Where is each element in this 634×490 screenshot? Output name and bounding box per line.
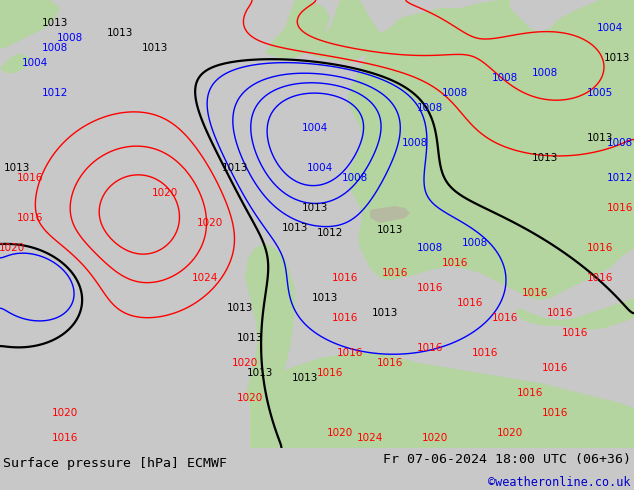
Polygon shape bbox=[265, 0, 330, 58]
Polygon shape bbox=[370, 208, 398, 253]
Text: Surface pressure [hPa] ECMWF: Surface pressure [hPa] ECMWF bbox=[3, 458, 227, 470]
Text: 1016: 1016 bbox=[547, 308, 573, 318]
Text: 1016: 1016 bbox=[492, 313, 518, 323]
Text: 1024: 1024 bbox=[192, 273, 218, 283]
Text: 1013: 1013 bbox=[142, 43, 168, 53]
Text: 1013: 1013 bbox=[4, 163, 30, 173]
Text: 1016: 1016 bbox=[52, 433, 78, 443]
Text: 1016: 1016 bbox=[542, 363, 568, 373]
Text: 1004: 1004 bbox=[302, 123, 328, 133]
Polygon shape bbox=[348, 0, 634, 300]
Text: 1004: 1004 bbox=[597, 23, 623, 33]
Polygon shape bbox=[370, 206, 410, 223]
Polygon shape bbox=[245, 243, 295, 408]
Text: Fr 07-06-2024 18:00 UTC (06+36): Fr 07-06-2024 18:00 UTC (06+36) bbox=[383, 453, 631, 466]
Text: 1012: 1012 bbox=[317, 228, 343, 238]
Text: 1020: 1020 bbox=[197, 218, 223, 228]
Text: 1005: 1005 bbox=[587, 88, 613, 98]
Text: 1016: 1016 bbox=[377, 358, 403, 368]
Text: 1016: 1016 bbox=[522, 288, 548, 298]
Text: 1008: 1008 bbox=[442, 88, 468, 98]
Text: 1016: 1016 bbox=[587, 243, 613, 253]
Text: 1008: 1008 bbox=[342, 173, 368, 183]
Text: 1013: 1013 bbox=[237, 333, 263, 343]
Text: 1016: 1016 bbox=[417, 283, 443, 293]
Text: 1020: 1020 bbox=[0, 243, 25, 253]
Text: 1013: 1013 bbox=[247, 368, 273, 378]
Text: 1016: 1016 bbox=[17, 213, 43, 223]
Polygon shape bbox=[305, 0, 380, 63]
Text: 1008: 1008 bbox=[402, 138, 428, 148]
Text: 1013: 1013 bbox=[532, 153, 558, 163]
Text: 1016: 1016 bbox=[417, 343, 443, 353]
Text: 1008: 1008 bbox=[462, 238, 488, 248]
Text: 1016: 1016 bbox=[332, 313, 358, 323]
Text: 1020: 1020 bbox=[232, 358, 258, 368]
Text: 1013: 1013 bbox=[372, 308, 398, 318]
Text: 1024: 1024 bbox=[357, 433, 383, 443]
Text: 1016: 1016 bbox=[317, 368, 343, 378]
Text: 1020: 1020 bbox=[327, 428, 353, 438]
Text: 1008: 1008 bbox=[607, 138, 633, 148]
Text: 1016: 1016 bbox=[517, 388, 543, 398]
Text: 1016: 1016 bbox=[457, 298, 483, 308]
Text: 1008: 1008 bbox=[417, 103, 443, 113]
Text: 1012: 1012 bbox=[607, 173, 633, 183]
Text: 1008: 1008 bbox=[42, 43, 68, 53]
Text: 1008: 1008 bbox=[417, 243, 443, 253]
Polygon shape bbox=[0, 0, 60, 48]
Text: 1020: 1020 bbox=[237, 393, 263, 403]
Text: 1013: 1013 bbox=[587, 133, 613, 143]
Text: 1013: 1013 bbox=[302, 203, 328, 213]
Text: 1013: 1013 bbox=[604, 53, 630, 63]
Text: 1020: 1020 bbox=[422, 433, 448, 443]
Polygon shape bbox=[515, 298, 634, 330]
Text: 1013: 1013 bbox=[227, 303, 253, 313]
Polygon shape bbox=[0, 53, 30, 73]
Text: 1020: 1020 bbox=[152, 188, 178, 198]
Text: 1020: 1020 bbox=[52, 408, 78, 418]
Text: 1004: 1004 bbox=[307, 163, 333, 173]
Text: 1013: 1013 bbox=[312, 293, 338, 303]
Text: 1016: 1016 bbox=[332, 273, 358, 283]
Text: 1016: 1016 bbox=[472, 348, 498, 358]
Text: 1013: 1013 bbox=[42, 18, 68, 28]
Text: 1013: 1013 bbox=[222, 163, 248, 173]
Text: 1008: 1008 bbox=[532, 68, 558, 78]
Polygon shape bbox=[250, 353, 634, 448]
Text: 1012: 1012 bbox=[42, 88, 68, 98]
Text: 1016: 1016 bbox=[542, 408, 568, 418]
Text: 1013: 1013 bbox=[281, 223, 308, 233]
Text: ©weatheronline.co.uk: ©weatheronline.co.uk bbox=[488, 476, 631, 489]
Text: 1016: 1016 bbox=[562, 328, 588, 338]
Text: 1016: 1016 bbox=[607, 203, 633, 213]
Text: 1008: 1008 bbox=[492, 73, 518, 83]
Text: 1016: 1016 bbox=[442, 258, 468, 268]
Text: 1013: 1013 bbox=[292, 373, 318, 383]
Text: 1016: 1016 bbox=[587, 273, 613, 283]
Text: 1020: 1020 bbox=[497, 428, 523, 438]
Text: 1004: 1004 bbox=[22, 58, 48, 68]
Text: 1016: 1016 bbox=[17, 173, 43, 183]
Text: 1016: 1016 bbox=[337, 348, 363, 358]
Text: 1013: 1013 bbox=[377, 225, 403, 235]
Text: 1008: 1008 bbox=[57, 33, 83, 43]
Text: 1016: 1016 bbox=[382, 268, 408, 278]
Text: 1013: 1013 bbox=[107, 28, 133, 38]
